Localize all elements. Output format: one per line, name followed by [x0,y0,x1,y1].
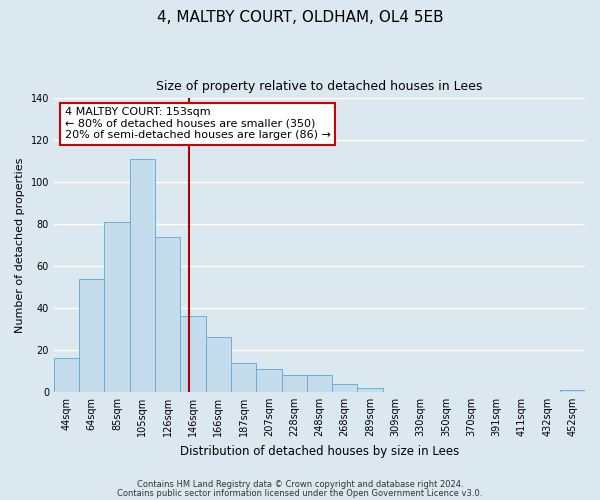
Bar [130,159,155,392]
Text: Contains HM Land Registry data © Crown copyright and database right 2024.: Contains HM Land Registry data © Crown c… [137,480,463,489]
Text: 4, MALTBY COURT, OLDHAM, OL4 5EB: 4, MALTBY COURT, OLDHAM, OL4 5EB [157,10,443,25]
Bar [231,362,256,392]
Bar [256,369,281,392]
Y-axis label: Number of detached properties: Number of detached properties [15,158,25,333]
Title: Size of property relative to detached houses in Lees: Size of property relative to detached ho… [156,80,482,93]
Bar [206,338,231,392]
Bar [79,278,104,392]
Text: Contains public sector information licensed under the Open Government Licence v3: Contains public sector information licen… [118,488,482,498]
Bar [560,390,585,392]
Bar [281,375,307,392]
Bar [307,375,332,392]
Bar [358,388,383,392]
Bar [332,384,358,392]
Text: 4 MALTBY COURT: 153sqm
← 80% of detached houses are smaller (350)
20% of semi-de: 4 MALTBY COURT: 153sqm ← 80% of detached… [65,107,331,140]
Bar [181,316,206,392]
Bar [155,236,181,392]
Bar [104,222,130,392]
Bar [54,358,79,392]
X-axis label: Distribution of detached houses by size in Lees: Distribution of detached houses by size … [180,444,459,458]
